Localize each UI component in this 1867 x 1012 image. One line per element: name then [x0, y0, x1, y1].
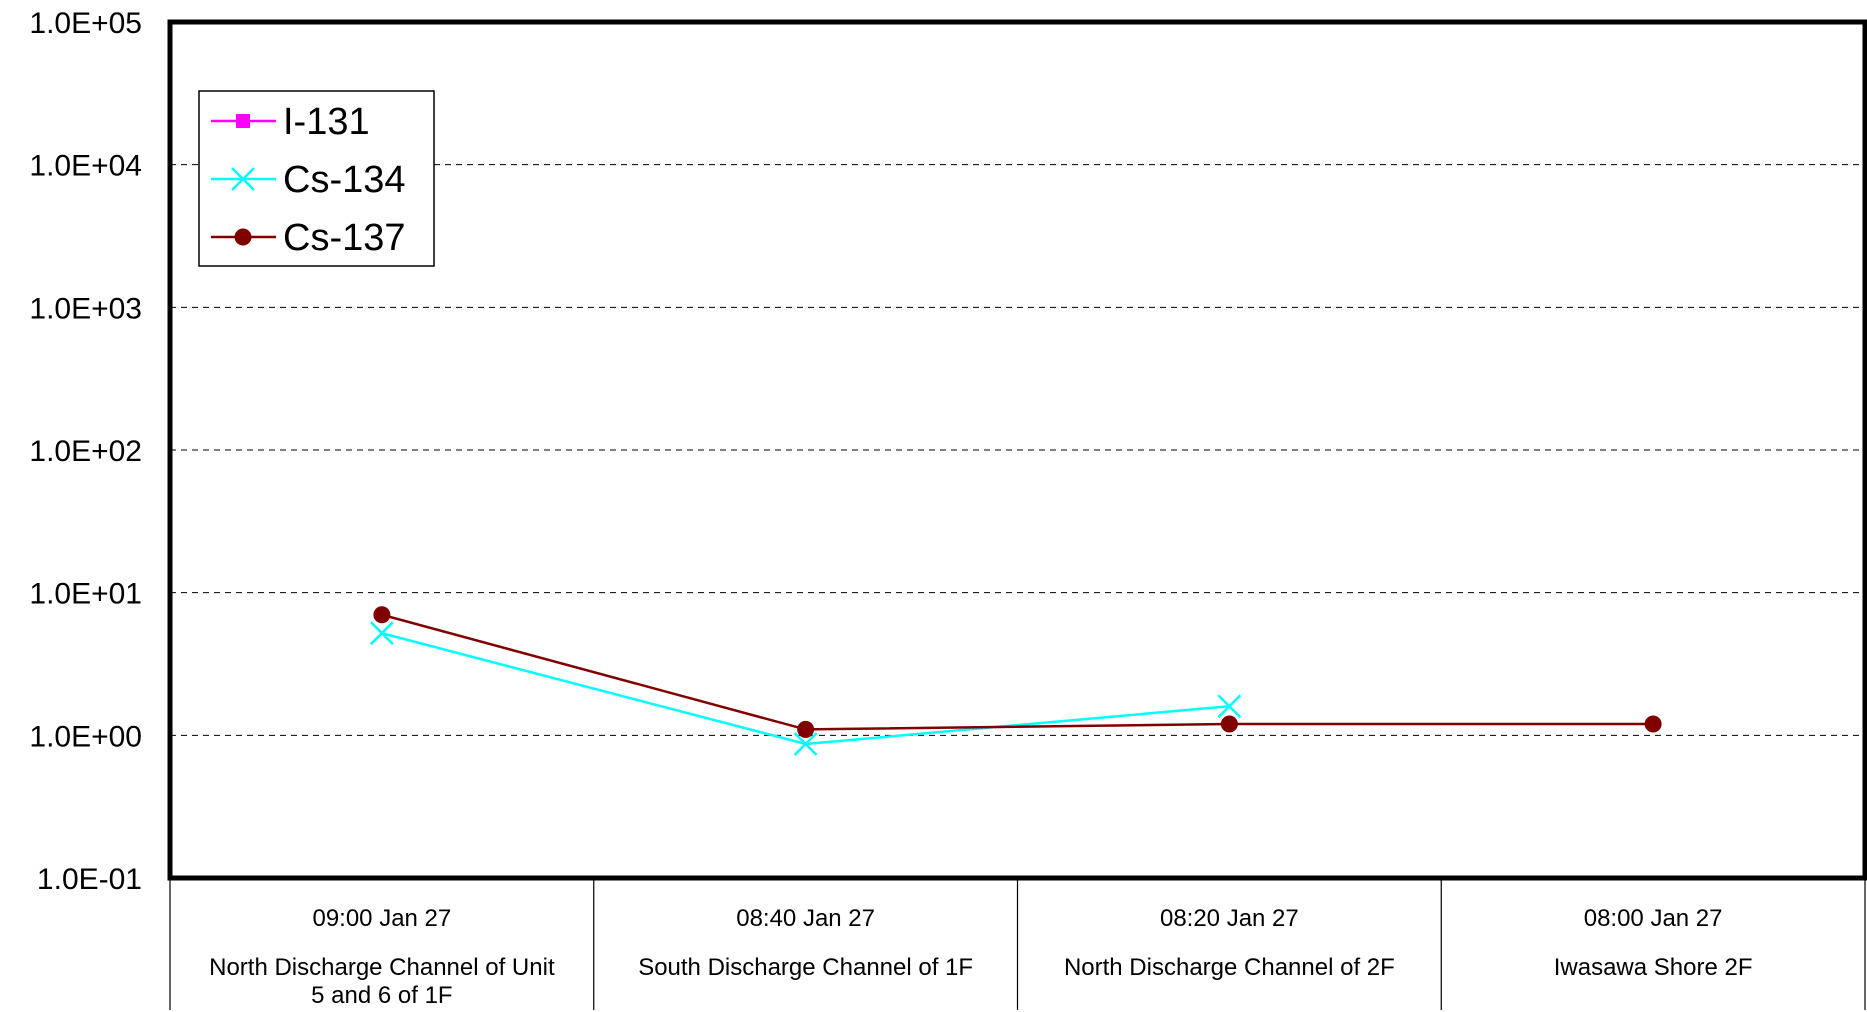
data-point-circle: [234, 228, 252, 246]
data-point-circle: [373, 606, 391, 624]
plot-frame: [167, 19, 1867, 881]
category-location: 5 and 6 of 1F: [311, 982, 452, 1009]
gridlines: [170, 164, 1865, 736]
category-time: 09:00 Jan 27: [312, 905, 451, 932]
category-time: 08:20 Jan 27: [1160, 905, 1299, 932]
series-cs-137: [373, 606, 1662, 738]
legend-item-i-131: I-131: [211, 101, 370, 143]
series-line: [381, 613, 1654, 731]
legend-item-cs-137: Cs-137: [211, 217, 406, 259]
y-tick-label: 1.0E+03: [29, 292, 142, 325]
x-axis-categories: 09:00 Jan 27 North Discharge Channel of U…: [169, 878, 1866, 1010]
category-location: South Discharge Channel of 1F: [638, 954, 973, 981]
legend: I-131 Cs-134 Cs-137: [198, 90, 435, 267]
data-point-x: [1217, 694, 1242, 719]
legend-label: Cs-137: [283, 217, 406, 259]
category-time: 08:40 Jan 27: [736, 905, 875, 932]
legend-label: Cs-134: [283, 159, 406, 201]
series-cs-134: [369, 621, 1242, 756]
data-point-circle: [1644, 715, 1662, 733]
category-location: North Discharge Channel of Unit: [209, 954, 555, 981]
series-layer: [369, 606, 1662, 756]
legend-label: I-131: [283, 101, 370, 143]
data-point-x: [793, 732, 818, 756]
data-point-square: [236, 114, 250, 128]
y-tick-label: 1.0E-01: [37, 863, 142, 896]
data-point-circle: [797, 720, 815, 738]
legend-item-cs-134: Cs-134: [211, 159, 406, 201]
y-tick-label: 1.0E+00: [29, 720, 142, 753]
category-location: Iwasawa Shore 2F: [1554, 954, 1753, 981]
y-tick-label: 1.0E+05: [29, 7, 142, 40]
y-tick-label: 1.0E+02: [29, 435, 142, 468]
y-tick-label: 1.0E+04: [29, 150, 142, 183]
data-point-x: [231, 167, 255, 191]
y-tick-label: 1.0E+01: [29, 578, 142, 611]
data-point-circle: [1220, 715, 1238, 733]
y-axis-ticks: 1.0E-01 1.0E+00 1.0E+01 1.0E+02 1.0E+03 1.0E+…: [29, 7, 142, 896]
data-point-x: [369, 621, 394, 646]
category-time: 08:00 Jan 27: [1584, 905, 1723, 932]
category-location: North Discharge Channel of 2F: [1064, 954, 1395, 981]
